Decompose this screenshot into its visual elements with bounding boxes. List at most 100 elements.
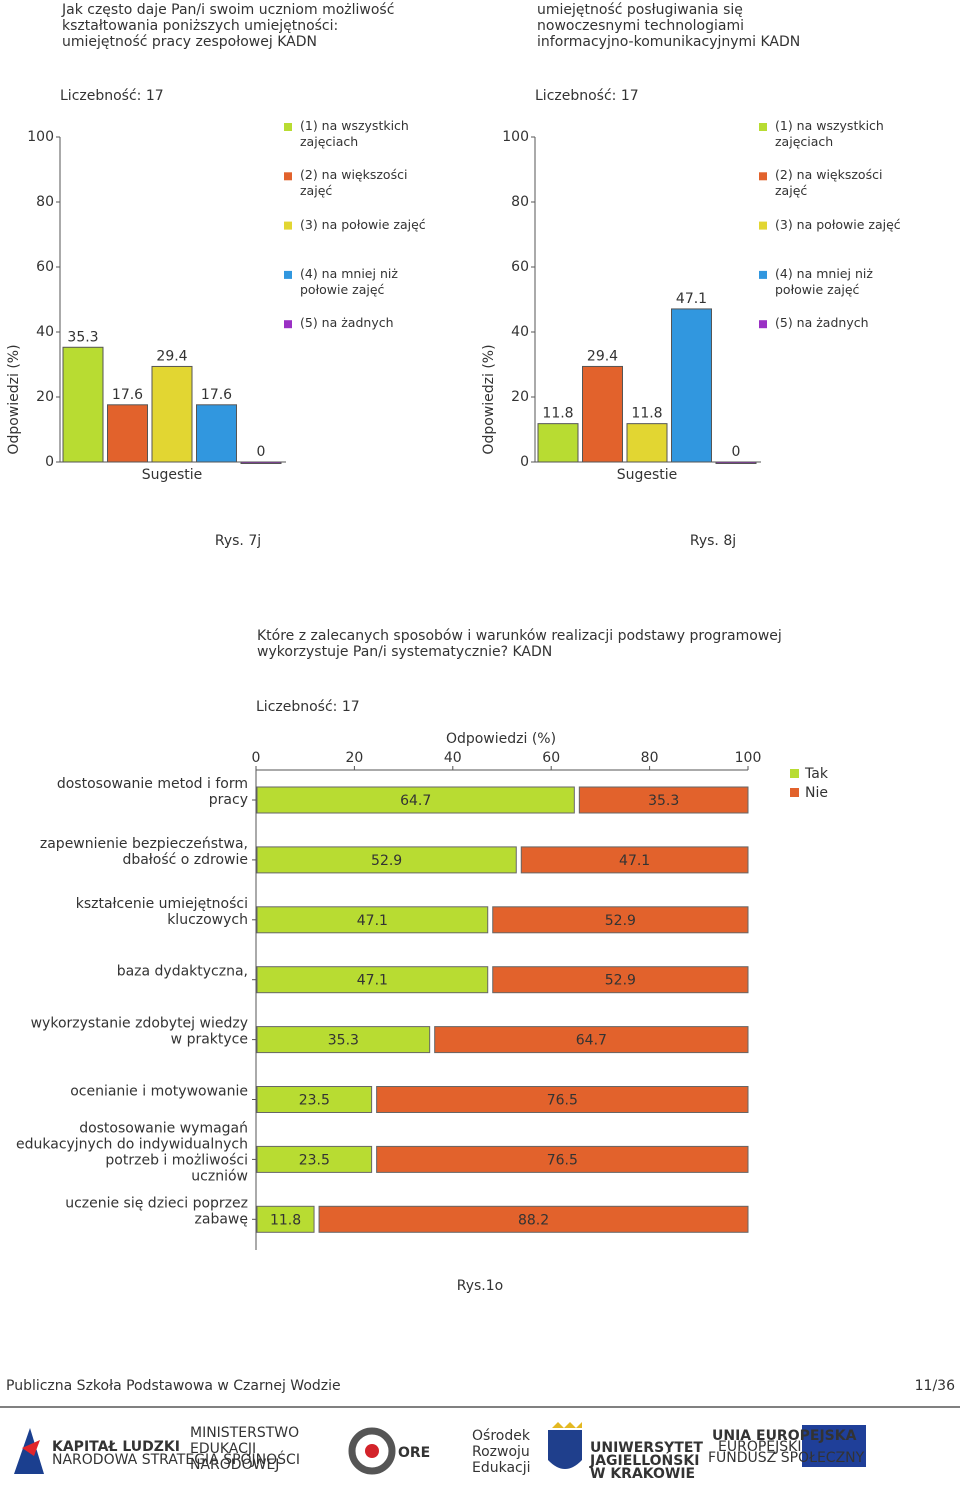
- chart-title: Jak często daje Pan/i swoim uczniom możl…: [61, 2, 394, 18]
- y-tick-label: kluczowych: [167, 912, 248, 928]
- data-label: 52.9: [605, 913, 636, 929]
- legend-label: (4) na mniej niż połowie zajęć: [775, 265, 873, 297]
- bar: [376, 1086, 749, 1113]
- data-label: 29.4: [587, 348, 618, 364]
- legend-text: (3) na połowie zajęć: [300, 216, 426, 232]
- legend-text: (2) na większości zajęć: [300, 167, 408, 199]
- y-tick-label: dbałość o zdrowie: [122, 852, 248, 868]
- y-tick-label: uczenie się dzieci poprzez: [65, 1195, 248, 1211]
- legend-text: (5) na żadnych: [775, 315, 869, 331]
- logo-text: Ośrodek: [472, 1428, 531, 1444]
- y-tick-label: potrzeb i możliwości: [105, 1152, 248, 1168]
- y-tick-label: 40: [511, 324, 529, 340]
- logo-text: Rozwoju: [472, 1444, 530, 1460]
- bar: [240, 461, 282, 464]
- y-tick-label: baza dydaktyczna,: [117, 964, 248, 980]
- y-tick-label: 40: [36, 324, 54, 340]
- chart-title: informacyjno-komunikacyjnymi KADN: [537, 34, 800, 50]
- legend-label: (2) na większości zajęć: [775, 167, 883, 199]
- legend-swatch: [759, 320, 767, 329]
- legend-swatch: [759, 172, 767, 181]
- legend-label: (4) na mniej niż połowie zajęć: [300, 266, 398, 297]
- y-tick-label: w praktyce: [171, 1032, 248, 1048]
- logo-kl: [14, 1428, 44, 1474]
- legend-text: (3) na połowie zajęć: [775, 216, 901, 232]
- logo-text: FUNDUSZ SPOŁECZNY: [708, 1450, 865, 1466]
- logo-text: Edukacji: [472, 1460, 531, 1476]
- legend-label: (1) na wszystkich zajęciach: [775, 118, 884, 149]
- y-tick-label: dostosowanie metod i form: [57, 776, 248, 792]
- y-tick-label: wykorzystanie zdobytej wiedzy: [31, 1016, 248, 1032]
- bar: [578, 786, 749, 814]
- bar: [107, 404, 148, 463]
- y-tick-label: ocenianie i motywowanie: [70, 1084, 248, 1100]
- y-tick-label: pracy: [209, 792, 248, 808]
- y-tick-label: 60: [511, 259, 529, 275]
- y-tick-label: 0: [45, 454, 54, 470]
- legend-swatch: [284, 172, 292, 181]
- legend-text: (4) na mniej niż połowie zajęć: [775, 265, 873, 297]
- legend-swatch: [284, 320, 292, 329]
- data-label: 76.5: [547, 1152, 578, 1168]
- chart-title: wykorzystuje Pan/i systematycznie? KADN: [257, 644, 552, 660]
- legend-text: (1) na wszystkich zajęciach: [300, 118, 409, 149]
- bar: [256, 1145, 373, 1173]
- logo-text: EUROPEJSKI: [718, 1439, 801, 1455]
- y-tick-label: 80: [511, 194, 529, 210]
- y-tick-label: kształcenie umiejętności: [76, 896, 248, 912]
- x-tick-label: 20: [345, 750, 363, 766]
- legend-swatch: [759, 123, 767, 131]
- caption: Rys. 8j: [690, 533, 736, 549]
- logo-uj: [548, 1422, 582, 1469]
- x-axis-label: Odpowiedzi (%): [446, 731, 556, 747]
- y-tick-label: uczniów: [191, 1168, 248, 1184]
- bar: [582, 365, 623, 463]
- data-label: 47.1: [676, 291, 707, 307]
- bar: [376, 1145, 749, 1173]
- y-tick-label: 20: [36, 389, 54, 405]
- legend-swatch: [759, 221, 767, 230]
- legend-text: (2) na większości zajęć: [775, 167, 883, 199]
- chart-title: umiejętność posługiwania się: [537, 2, 743, 18]
- data-label: 52.9: [605, 973, 636, 989]
- y-axis-label: Odpowiedzi (%): [6, 344, 22, 454]
- subtitle: Liczebność: 17: [60, 88, 164, 104]
- bar: [492, 906, 749, 934]
- bar: [256, 846, 517, 874]
- subtitle: Liczebność: 17: [535, 88, 639, 104]
- chart-title: Które z zalecanych sposobów i warunków r…: [257, 628, 782, 644]
- bar: [520, 846, 749, 874]
- logo-text: NARODOWA STRATEGIA SPÓJNOŚCI: [52, 1450, 300, 1468]
- bar: [62, 346, 104, 463]
- legend-swatch: [790, 788, 799, 797]
- bar: [715, 461, 757, 464]
- x-tick-label: 100: [735, 750, 762, 766]
- x-tick-label: 40: [444, 750, 462, 766]
- y-tick-label: zapewnienie bezpieczeństwa,: [40, 836, 248, 852]
- y-tick-label: edukacyjnych do indywidualnych: [16, 1136, 248, 1152]
- legend-label: (3) na połowie zajęć: [775, 216, 901, 232]
- bar: [196, 404, 237, 463]
- logo-text: UNIWERSYTET: [590, 1440, 703, 1456]
- legend-text: (1) na wszystkich zajęciach: [775, 118, 884, 149]
- y-tick-label: 0: [520, 454, 529, 470]
- chart-title: umiejętność pracy zespołowej KADN: [62, 34, 317, 50]
- legend-label: (5) na żadnych: [300, 315, 394, 331]
- legend-swatch: [284, 270, 292, 279]
- legend-text: (5) na żadnych: [300, 315, 394, 331]
- x-axis-label: Sugestie: [617, 467, 678, 483]
- bar: [256, 1026, 431, 1054]
- logo-ore: [348, 1427, 396, 1475]
- y-tick-label: 100: [27, 129, 54, 145]
- logo-text: NARODOWEJ: [190, 1457, 279, 1473]
- chart-title: kształtowania poniższych umiejętności:: [62, 18, 338, 34]
- x-tick-label: 60: [542, 750, 560, 766]
- data-label: 11.8: [631, 406, 662, 422]
- data-label: 64.7: [576, 1033, 607, 1049]
- legend-label: (1) na wszystkich zajęciach: [300, 118, 409, 149]
- x-axis-label: Sugestie: [142, 467, 203, 483]
- bar: [256, 966, 489, 994]
- legend-swatch: [284, 123, 292, 131]
- bar: [318, 1205, 749, 1233]
